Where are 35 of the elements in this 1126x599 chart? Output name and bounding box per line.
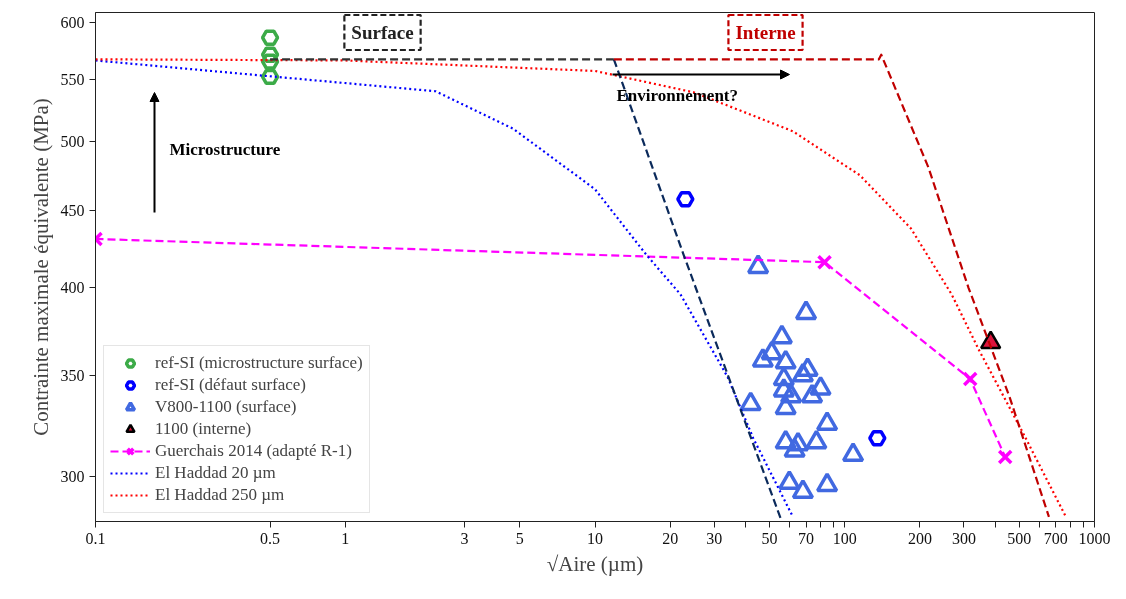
y-tick-label: 350	[60, 366, 85, 384]
x-tick-label: 300	[951, 529, 976, 547]
x-tick-label: 10	[587, 529, 603, 547]
x-tick-label: 3	[460, 529, 469, 547]
legend-label: Guerchais 2014 (adapté R-1)	[155, 440, 352, 462]
x-tick-label: 50	[761, 529, 778, 547]
y-tick-label: 600	[60, 13, 85, 31]
y-tick-label: 550	[60, 70, 85, 88]
x-tick-label: 0.5	[260, 529, 281, 547]
y-tick-label: 450	[60, 202, 85, 220]
y-tick-label: 300	[60, 467, 85, 485]
annotation: Microstructure	[169, 140, 281, 159]
x-tick-label: 1000	[1078, 529, 1111, 547]
legend-label: ref-SI (microstructure surface)	[155, 352, 363, 374]
x-tick-label: 700	[1043, 529, 1068, 547]
legend-label: ref-SI (défaut surface)	[155, 374, 307, 396]
annotation: Surface	[351, 22, 414, 43]
x-tick-label: 100	[832, 529, 857, 547]
x-tick-label: 20	[662, 529, 679, 547]
legend-label: V800-1100 (surface)	[155, 396, 297, 418]
annotation: Interne	[735, 22, 796, 43]
x-tick-label: 70	[798, 529, 815, 547]
x-tick-label: 200	[907, 529, 932, 547]
y-axis-title: Contrainte maximale équivalente (MPa)	[28, 98, 53, 436]
x-tick-label: 5	[515, 529, 524, 547]
x-axis-title: √Aire (µm)	[546, 551, 644, 576]
legend-label: 1100 (interne)	[155, 418, 252, 440]
y-tick-label: 400	[60, 279, 85, 297]
legend-label: El Haddad 20 µm	[155, 462, 276, 484]
x-tick-label: 0.1	[85, 529, 106, 547]
y-tick-label: 500	[60, 133, 85, 151]
legend-label: El Haddad 250 µm	[155, 484, 285, 506]
x-tick-label: 1	[341, 529, 350, 547]
x-tick-label: 500	[1007, 529, 1032, 547]
x-tick-label: 30	[706, 529, 723, 547]
